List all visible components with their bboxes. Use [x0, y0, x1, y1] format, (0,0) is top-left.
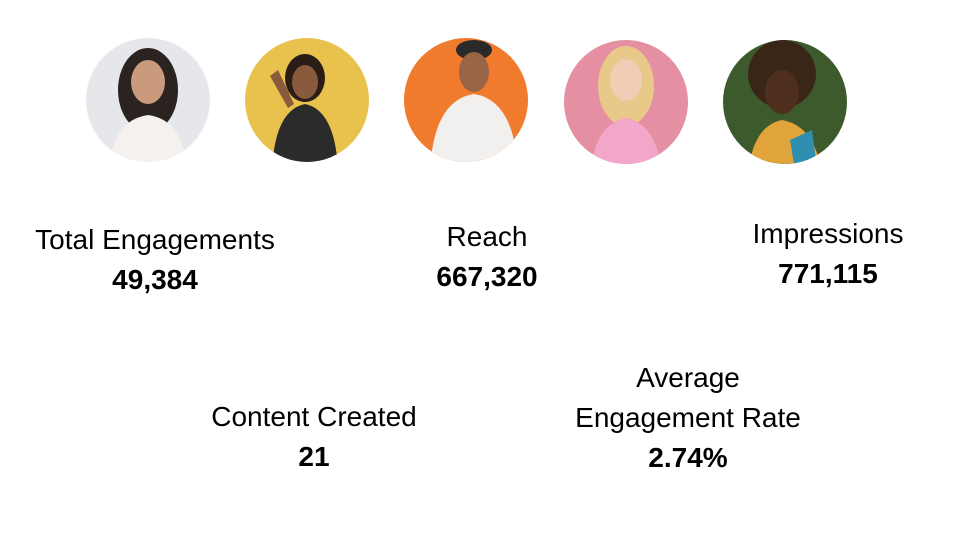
metric-label: Average Engagement Rate: [575, 362, 801, 433]
avatar-row: [86, 38, 847, 164]
avatar: [86, 38, 210, 162]
metric-value: 771,115: [778, 258, 878, 289]
metric-label: Content Created: [211, 401, 417, 432]
avatar: [245, 38, 369, 162]
metric-value: 2.74%: [648, 442, 728, 473]
avatar: [404, 38, 528, 162]
metric: Reach 667,320: [337, 217, 637, 297]
metric-value: 21: [298, 441, 330, 472]
metric: Total Engagements 49,384: [5, 220, 305, 300]
metric: Content Created 21: [164, 397, 464, 477]
metric-value: 49,384: [112, 264, 198, 295]
metric-label: Reach: [446, 221, 528, 252]
metric: Impressions 771,115: [678, 214, 962, 294]
metric-value: 667,320: [436, 261, 538, 292]
metric-label: Total Engagements: [35, 224, 275, 255]
avatar: [564, 40, 688, 164]
metric: Average Engagement Rate 2.74%: [553, 358, 823, 478]
avatar: [723, 40, 847, 164]
metric-label: Impressions: [752, 218, 904, 249]
